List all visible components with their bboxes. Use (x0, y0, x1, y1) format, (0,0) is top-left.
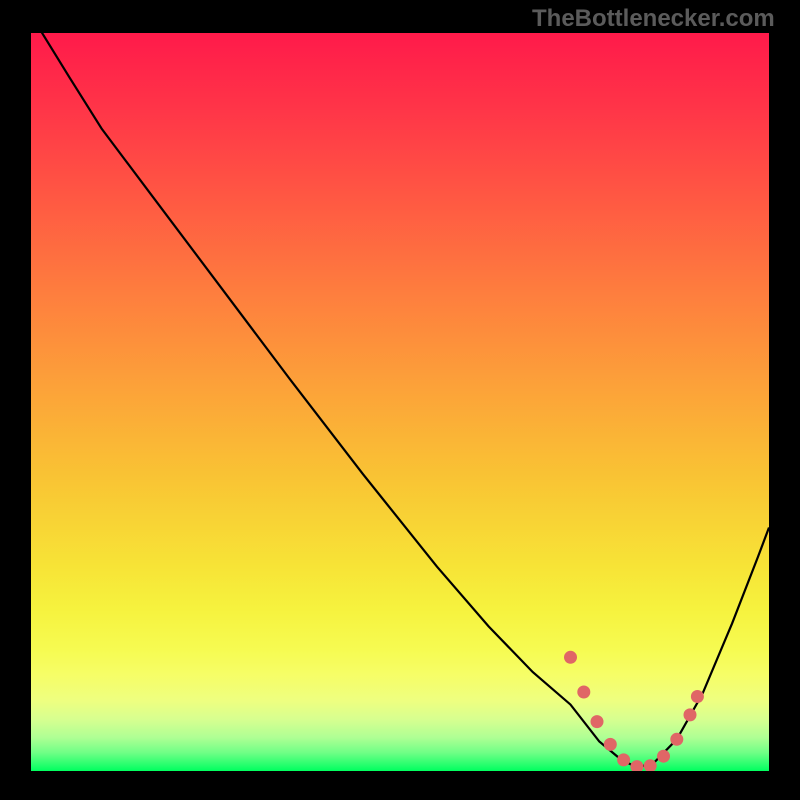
marker-point (604, 738, 617, 751)
marker-point (684, 708, 697, 721)
marker-point (657, 750, 670, 763)
marker-point (591, 715, 604, 728)
bottleneck-chart (0, 0, 800, 800)
marker-point (564, 651, 577, 664)
plot-gradient-area (31, 33, 769, 771)
marker-point (644, 759, 657, 772)
canvas: TheBottlenecker.com (0, 0, 800, 800)
marker-point (617, 753, 630, 766)
watermark-text: TheBottlenecker.com (532, 5, 775, 33)
marker-point (670, 733, 683, 746)
marker-point (630, 760, 643, 773)
marker-point (577, 686, 590, 699)
marker-point (691, 690, 704, 703)
